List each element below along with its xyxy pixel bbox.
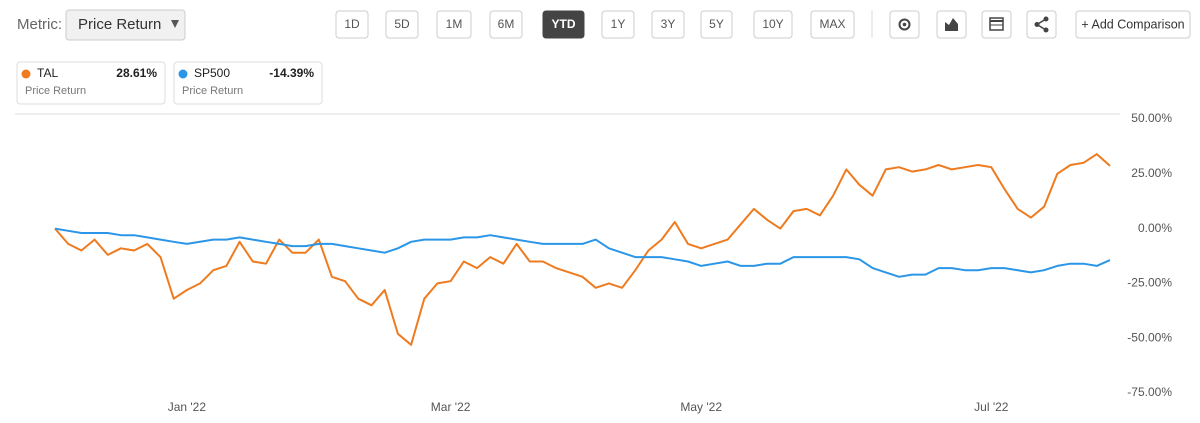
legend-change: 28.61% [116,66,157,80]
legend-card[interactable] [16,61,166,105]
y-tick-label: 50.00% [1131,111,1172,125]
series-line [54,153,1111,346]
dropdown-arrow [171,20,179,28]
period-button[interactable] [489,10,523,39]
share-dot [1043,16,1049,22]
period-label: 1M [446,17,463,31]
metric-value: Price Return [78,16,161,33]
period-button[interactable] [651,10,685,39]
legend-metric: Price Return [25,85,86,97]
period-label: MAX [819,17,845,31]
period-label: 1D [344,17,360,31]
gear-center [902,22,907,27]
legend-card[interactable] [173,61,323,105]
period-label: 5D [394,17,410,31]
legend-name: TAL [37,66,58,80]
period-button[interactable] [542,10,585,39]
chart-type-button[interactable] [936,10,967,39]
share-dot [1043,27,1049,33]
y-tick-label: -25.00% [1127,276,1172,290]
period-button[interactable] [335,10,369,39]
period-label: 5Y [709,17,724,31]
period-label: 3Y [661,17,676,31]
period-button[interactable] [436,10,472,39]
metric-dropdown[interactable] [65,9,186,41]
share-dot [1034,22,1040,27]
period-button[interactable] [753,10,793,39]
period-label: YTD [552,17,576,31]
y-tick-label: 25.00% [1131,166,1172,180]
area-icon [945,18,958,31]
settings-button[interactable] [889,10,920,39]
icon-button[interactable] [1026,10,1057,39]
legend-name: SP500 [194,66,230,80]
y-tick-label: -50.00% [1127,330,1172,344]
period-label: 10Y [762,17,783,31]
gear-icon [898,18,911,31]
x-tick-label: May '22 [680,400,722,414]
period-button[interactable] [700,10,733,39]
period-button[interactable] [810,10,855,39]
period-button[interactable] [601,10,635,39]
table-button[interactable] [981,10,1012,39]
legend-change: -14.39% [269,66,314,80]
period-label: 1Y [611,17,626,31]
legend-dot [21,69,31,79]
y-tick-label: -75.00% [1127,385,1172,399]
x-tick-label: Jul '22 [974,400,1009,414]
y-tick-label: 0.00% [1138,221,1172,235]
table-icon [989,17,1004,31]
series-line [54,227,1111,278]
period-button[interactable] [385,10,419,39]
x-tick-label: Mar '22 [431,400,471,414]
period-label: 6M [498,17,515,31]
share-button[interactable] [1026,10,1057,39]
legend-dot [178,69,188,79]
add-comparison-button[interactable] [1075,10,1191,39]
legend-metric: Price Return [182,85,243,97]
x-tick-label: Jan '22 [168,400,207,414]
add-comparison-label: + Add Comparison [1081,17,1184,31]
metric-label: Metric: [17,16,62,33]
